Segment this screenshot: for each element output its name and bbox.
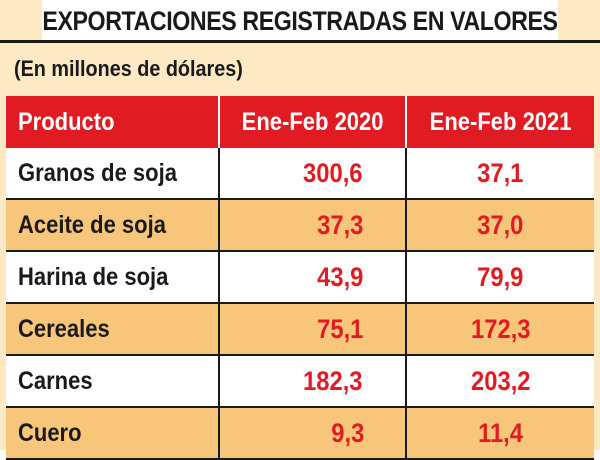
column-header-label: Ene-Feb 2020 xyxy=(241,107,384,136)
data-label-2020: 37,3 xyxy=(317,209,364,240)
value-cell-2020: 75,1 xyxy=(219,303,407,356)
table-row: Harina de soja 43,9 79,9 xyxy=(6,251,594,304)
data-label-2021: 11,4 xyxy=(478,417,523,448)
column-header-label: Producto xyxy=(18,107,115,136)
column-header-producto: Producto xyxy=(6,96,220,148)
data-label-2021: 37,0 xyxy=(477,209,524,240)
data-label-2020: 300,6 xyxy=(303,157,363,188)
chart-title: EXPORTACIONES REGISTRADAS EN VALORES xyxy=(42,0,558,40)
value-cell-2020: 43,9 xyxy=(219,251,407,304)
product-label: Harina de soja xyxy=(18,262,169,291)
table-row: Cuero 9,3 11,4 xyxy=(6,407,594,460)
data-label-2020: 9,3 xyxy=(331,417,365,448)
product-label: Cuero xyxy=(18,418,82,447)
value-cell-2021: 172,3 xyxy=(406,303,594,356)
title-divider xyxy=(0,40,600,43)
data-label-2020: 75,1 xyxy=(317,313,364,344)
data-label-2020: 182,3 xyxy=(303,365,363,396)
product-label: Aceite de soja xyxy=(18,210,166,239)
table-row: Cereales 75,1 172,3 xyxy=(6,303,594,356)
product-label: Granos de soja xyxy=(18,158,177,187)
value-cell-2020: 300,6 xyxy=(219,148,407,200)
data-label-2020: 43,9 xyxy=(317,261,364,292)
header-row: Producto Ene-Feb 2020 Ene-Feb 2021 xyxy=(6,96,594,148)
table-row: Granos de soja 300,6 37,1 xyxy=(6,148,594,200)
value-cell-2020: 37,3 xyxy=(219,199,407,252)
data-label-2021: 172,3 xyxy=(470,313,531,344)
value-cell-2021: 37,0 xyxy=(406,199,594,252)
product-label: Carnes xyxy=(18,366,93,395)
data-label-2021: 79,9 xyxy=(477,261,524,292)
value-cell-2021: 203,2 xyxy=(406,355,594,408)
table-row: Aceite de soja 37,3 37,0 xyxy=(6,199,594,252)
exports-table: Producto Ene-Feb 2020 Ene-Feb 2021 Grano… xyxy=(6,96,594,460)
product-cell: Cereales xyxy=(6,303,220,356)
value-cell-2021: 79,9 xyxy=(406,251,594,304)
data-label-2021: 203,2 xyxy=(470,365,531,396)
column-header-2020: Ene-Feb 2020 xyxy=(219,96,407,148)
value-cell-2020: 182,3 xyxy=(219,355,407,408)
product-cell: Granos de soja xyxy=(6,148,220,200)
product-cell: Harina de soja xyxy=(6,251,220,304)
column-header-label: Ene-Feb 2021 xyxy=(429,107,572,136)
value-cell-2021: 11,4 xyxy=(406,407,594,460)
value-cell-2021: 37,1 xyxy=(406,148,594,200)
product-cell: Carnes xyxy=(6,355,220,408)
chart-subtitle: (En millones de dólares) xyxy=(14,56,243,81)
product-cell: Cuero xyxy=(6,407,220,460)
value-cell-2020: 9,3 xyxy=(219,407,407,460)
product-cell: Aceite de soja xyxy=(6,199,220,252)
column-header-2021: Ene-Feb 2021 xyxy=(406,96,594,148)
table-row: Carnes 182,3 203,2 xyxy=(6,355,594,408)
product-label: Cereales xyxy=(18,314,110,343)
data-label-2021: 37,1 xyxy=(477,157,524,188)
